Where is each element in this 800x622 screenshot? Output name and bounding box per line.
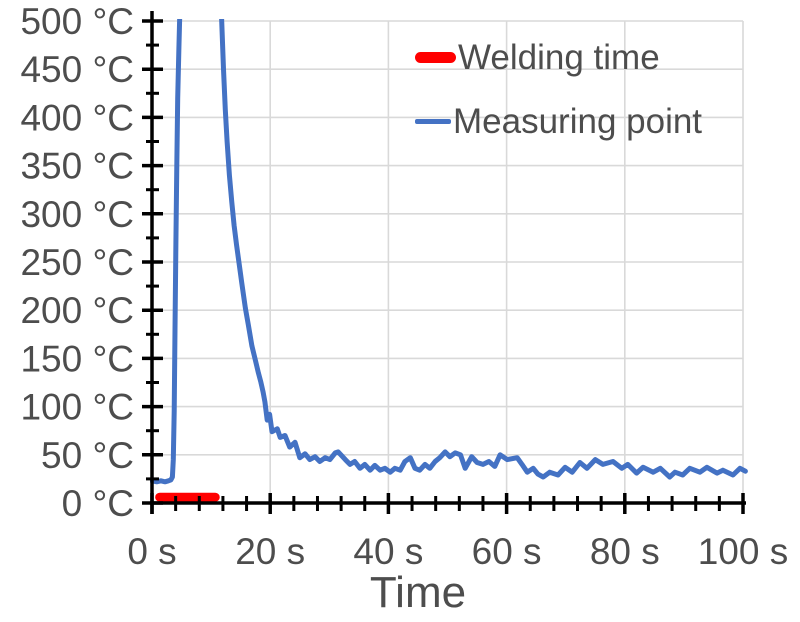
y-tick-label: 400 °C (20, 97, 134, 138)
measuring-point-line (150, 19, 748, 485)
x-tick-label: 80 s (590, 531, 660, 572)
welding-time-line-swatch (415, 52, 456, 63)
x-axis-title: Time (369, 568, 467, 617)
y-tick-label: 0 °C (62, 483, 134, 524)
y-tick-label: 500 °C (20, 1, 134, 42)
y-tick-label: 450 °C (20, 49, 134, 90)
x-tick-label: 0 s (127, 531, 176, 572)
x-tick-label: 20 s (235, 531, 305, 572)
y-tick-label: 200 °C (20, 290, 134, 331)
legend-item-measuring-point: Measuring point (415, 100, 702, 143)
y-tick-label: 100 °C (20, 387, 134, 428)
y-tick-label: 350 °C (20, 146, 134, 187)
measuring-point-line-swatch (415, 119, 451, 124)
x-tick-label: 100 s (698, 531, 789, 572)
data-series (150, 19, 748, 502)
y-tick-label: 150 °C (20, 338, 134, 379)
legend-label-welding-time: Welding time (458, 38, 660, 77)
y-tick-label: 300 °C (20, 194, 134, 235)
y-tick-label: 250 °C (20, 242, 134, 283)
gridlines (152, 20, 744, 503)
x-tick-label: 60 s (472, 531, 542, 572)
y-tick-label: 50 °C (41, 435, 134, 476)
chart-legend: Welding time Measuring point (415, 36, 702, 143)
legend-item-welding-time: Welding time (415, 36, 702, 79)
axis-tick-labels: 0 °C 50 °C 100 °C 150 °C 200 °C 250 °C 300 °C 3… (20, 1, 788, 572)
x-tick-label: 40 s (353, 531, 423, 572)
legend-label-measuring-point: Measuring point (453, 102, 703, 141)
axis-ticks (142, 19, 745, 514)
